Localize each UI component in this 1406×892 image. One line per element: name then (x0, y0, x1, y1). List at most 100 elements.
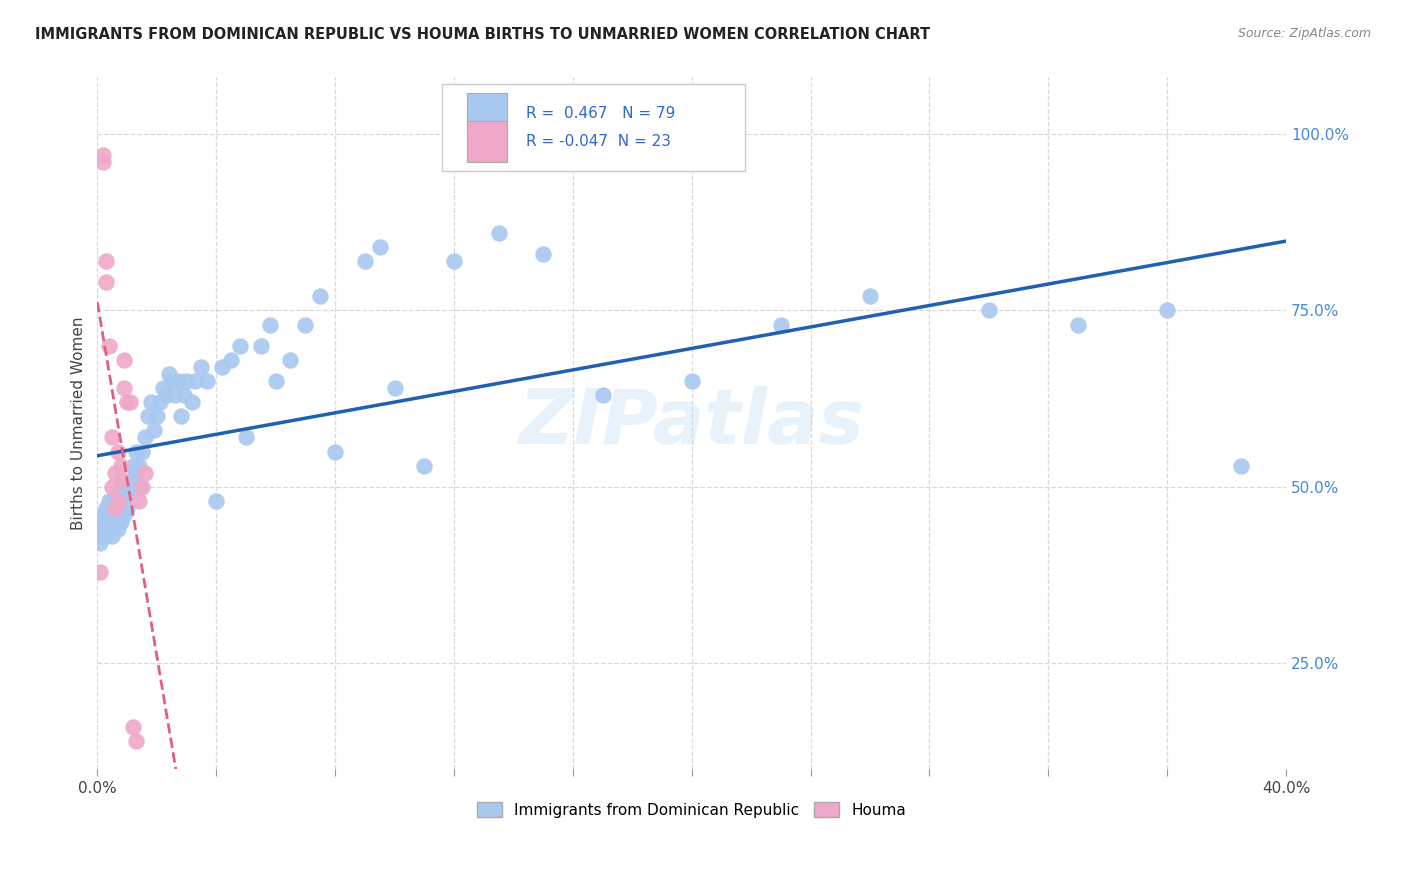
Point (112, 381, 135, 395)
Point (384, 381, 406, 395)
Point (110, 473, 132, 487)
Point (249, 339, 271, 353)
Point (89, 522, 111, 536)
Point (91, 155, 114, 169)
Point (122, 720, 145, 734)
Point (125, 466, 148, 480)
Point (146, 409, 169, 424)
Point (104, 515, 127, 529)
Point (125, 734, 148, 748)
Point (309, 289, 332, 303)
Point (128, 494, 150, 508)
Point (155, 388, 177, 402)
FancyBboxPatch shape (467, 121, 508, 161)
Point (115, 487, 138, 501)
Point (89, 536, 111, 550)
Point (101, 480, 124, 494)
Point (1230, 458, 1253, 473)
Point (769, 318, 792, 332)
Point (235, 430, 257, 444)
Point (89, 565, 111, 579)
Text: ZIPatlas: ZIPatlas (519, 386, 865, 460)
Point (118, 473, 141, 487)
Point (104, 466, 127, 480)
Point (592, 388, 614, 402)
Point (104, 501, 127, 516)
Point (96, 501, 118, 516)
Point (91, 515, 114, 529)
Point (157, 367, 180, 381)
Text: IMMIGRANTS FROM DOMINICAN REPUBLIC VS HOUMA BIRTHS TO UNMARRIED WOMEN CORRELATIO: IMMIGRANTS FROM DOMINICAN REPUBLIC VS HO… (35, 27, 931, 42)
Legend: Immigrants from Dominican Republic, Houma: Immigrants from Dominican Republic, Houm… (471, 796, 912, 824)
Point (131, 444, 153, 458)
Point (122, 458, 145, 473)
Point (859, 289, 882, 303)
Y-axis label: Births to Unmarried Women: Births to Unmarried Women (72, 317, 86, 530)
Point (219, 352, 242, 367)
Point (353, 254, 375, 268)
Point (96, 529, 118, 543)
Point (98, 508, 121, 523)
Point (413, 458, 436, 473)
Point (169, 409, 191, 424)
Point (205, 494, 228, 508)
Point (131, 480, 153, 494)
Point (110, 494, 132, 508)
Text: R = -0.047  N = 23: R = -0.047 N = 23 (526, 134, 672, 149)
Point (91, 148, 114, 162)
Point (96, 515, 118, 529)
Point (184, 374, 207, 388)
Point (110, 458, 132, 473)
Point (107, 444, 129, 458)
Point (115, 395, 138, 409)
Point (107, 508, 129, 523)
Point (101, 529, 124, 543)
Point (104, 501, 127, 516)
Text: Source: ZipAtlas.com: Source: ZipAtlas.com (1237, 27, 1371, 40)
Point (96, 254, 118, 268)
Point (280, 352, 302, 367)
Point (166, 374, 188, 388)
Point (264, 374, 287, 388)
Point (181, 395, 204, 409)
Point (101, 508, 124, 523)
Point (190, 359, 212, 374)
Point (128, 458, 150, 473)
Point (98, 522, 121, 536)
Point (1067, 318, 1090, 332)
Point (323, 444, 346, 458)
FancyBboxPatch shape (441, 85, 745, 171)
FancyBboxPatch shape (467, 94, 508, 134)
Point (1156, 303, 1178, 318)
Point (211, 359, 233, 374)
Point (107, 487, 129, 501)
Point (107, 522, 129, 536)
Point (977, 303, 1000, 318)
Point (163, 388, 186, 402)
Point (149, 395, 172, 409)
Point (91, 508, 114, 523)
Point (488, 226, 510, 240)
Point (160, 374, 183, 388)
Point (294, 318, 316, 332)
Point (259, 318, 281, 332)
Point (681, 374, 703, 388)
Point (122, 480, 145, 494)
Point (118, 395, 141, 409)
Point (91, 529, 114, 543)
Point (98, 494, 121, 508)
Point (107, 494, 129, 508)
Point (96, 275, 118, 289)
Text: R =  0.467   N = 79: R = 0.467 N = 79 (526, 106, 676, 121)
Point (152, 381, 174, 395)
Point (139, 395, 162, 409)
Point (531, 247, 554, 261)
Point (176, 374, 198, 388)
Point (112, 480, 135, 494)
Point (134, 430, 156, 444)
Point (128, 480, 150, 494)
Point (112, 352, 135, 367)
Point (136, 409, 159, 424)
Point (173, 388, 195, 402)
Point (134, 466, 156, 480)
